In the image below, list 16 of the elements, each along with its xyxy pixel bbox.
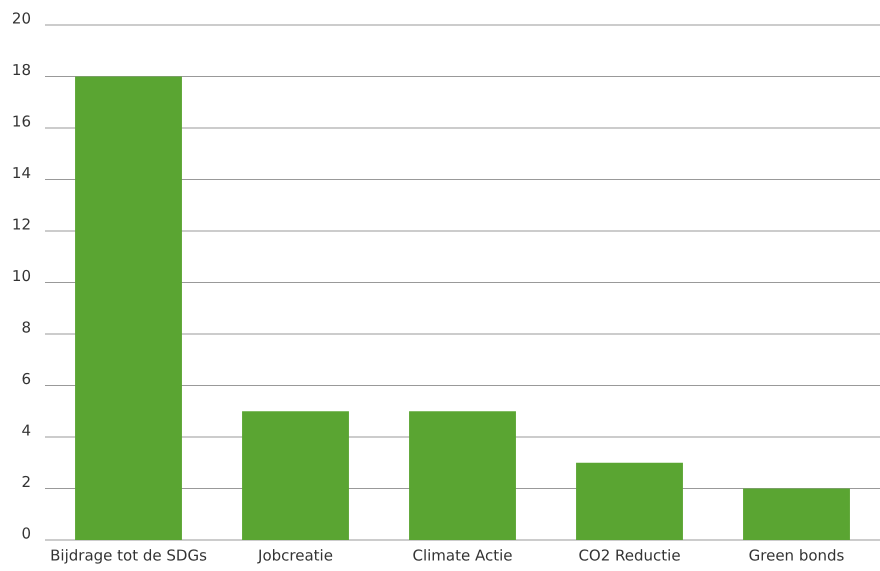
y-tick-label: 12 xyxy=(12,216,31,234)
x-tick-label: Green bonds xyxy=(748,546,845,565)
y-tick-label: 10 xyxy=(12,267,31,285)
y-tick-label: 8 xyxy=(21,318,31,336)
x-tick-label: Climate Actie xyxy=(412,546,513,565)
y-tick-label: 0 xyxy=(21,524,31,542)
y-tick-label: 18 xyxy=(12,61,31,79)
y-tick-label: 14 xyxy=(12,164,31,182)
x-tick-label: Bijdrage tot de SDGs xyxy=(50,546,208,565)
y-tick-label: 6 xyxy=(21,370,31,388)
x-tick-label: CO2 Reductie xyxy=(578,546,681,565)
x-tick-label: Jobcreatie xyxy=(257,546,333,565)
y-tick-label: 2 xyxy=(21,473,31,491)
y-tick-label: 20 xyxy=(12,10,31,28)
y-tick-label: 16 xyxy=(12,112,31,130)
y-tick-label: 4 xyxy=(21,422,31,440)
